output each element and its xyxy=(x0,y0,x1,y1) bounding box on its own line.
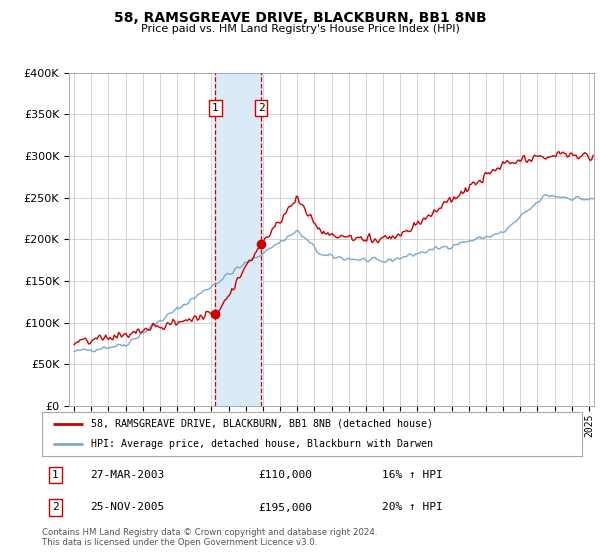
Text: 27-MAR-2003: 27-MAR-2003 xyxy=(91,470,165,480)
Text: 16% ↑ HPI: 16% ↑ HPI xyxy=(382,470,443,480)
Text: 2: 2 xyxy=(52,502,59,512)
Text: HPI: Average price, detached house, Blackburn with Darwen: HPI: Average price, detached house, Blac… xyxy=(91,439,433,449)
Text: £110,000: £110,000 xyxy=(258,470,312,480)
Text: 1: 1 xyxy=(52,470,59,480)
Text: Price paid vs. HM Land Registry's House Price Index (HPI): Price paid vs. HM Land Registry's House … xyxy=(140,24,460,34)
Text: 25-NOV-2005: 25-NOV-2005 xyxy=(91,502,165,512)
Text: 1: 1 xyxy=(212,103,219,113)
Text: 2: 2 xyxy=(258,103,265,113)
Text: Contains HM Land Registry data © Crown copyright and database right 2024.
This d: Contains HM Land Registry data © Crown c… xyxy=(42,528,377,547)
Text: 20% ↑ HPI: 20% ↑ HPI xyxy=(382,502,443,512)
Text: 58, RAMSGREAVE DRIVE, BLACKBURN, BB1 8NB: 58, RAMSGREAVE DRIVE, BLACKBURN, BB1 8NB xyxy=(113,11,487,25)
Text: 58, RAMSGREAVE DRIVE, BLACKBURN, BB1 8NB (detached house): 58, RAMSGREAVE DRIVE, BLACKBURN, BB1 8NB… xyxy=(91,419,433,429)
Text: £195,000: £195,000 xyxy=(258,502,312,512)
Bar xyxy=(215,73,261,406)
